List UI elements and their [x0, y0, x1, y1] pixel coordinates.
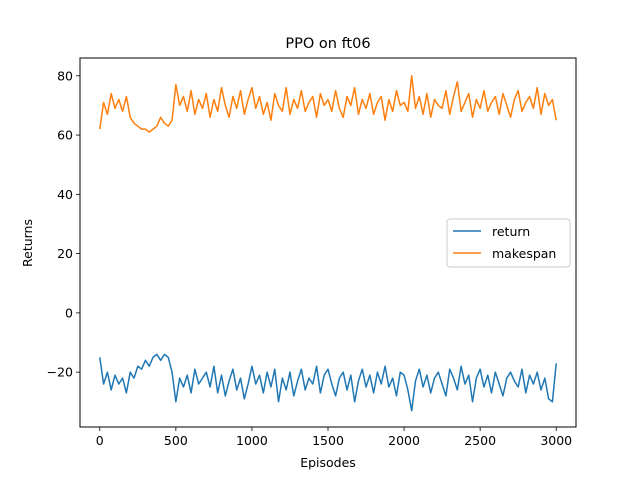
y-tick-label: 20: [57, 246, 73, 261]
series-line-makespan: [99, 75, 557, 133]
legend: return makespan: [446, 218, 571, 268]
x-tick-label: 2000: [388, 433, 420, 448]
axes-frame: [79, 57, 577, 428]
y-tick-label: 40: [57, 187, 73, 202]
chart-title: PPO on ft06: [285, 36, 370, 52]
y-axis-label: Returns: [20, 219, 35, 267]
x-tick-label: 3000: [540, 433, 572, 448]
x-axis-label: Episodes: [300, 455, 356, 470]
y-tick-label: −20: [47, 365, 73, 380]
y-tick-label: 60: [57, 128, 73, 143]
plot-area: [99, 75, 557, 412]
x-axis-ticks: 0 500 1000 1500 2000 2500 3000: [96, 427, 572, 448]
legend-label-makespan: makespan: [492, 246, 556, 261]
x-tick-label: 0: [96, 433, 104, 448]
y-tick-label: 80: [57, 68, 73, 83]
x-tick-label: 500: [164, 433, 188, 448]
y-tick-label: 0: [65, 305, 73, 320]
y-axis-ticks: −20 0 20 40 60 80: [47, 68, 80, 380]
x-tick-label: 1500: [312, 433, 344, 448]
x-tick-label: 2500: [464, 433, 496, 448]
x-tick-label: 1000: [236, 433, 268, 448]
series-line-return: [99, 353, 557, 412]
legend-label-return: return: [492, 224, 530, 239]
